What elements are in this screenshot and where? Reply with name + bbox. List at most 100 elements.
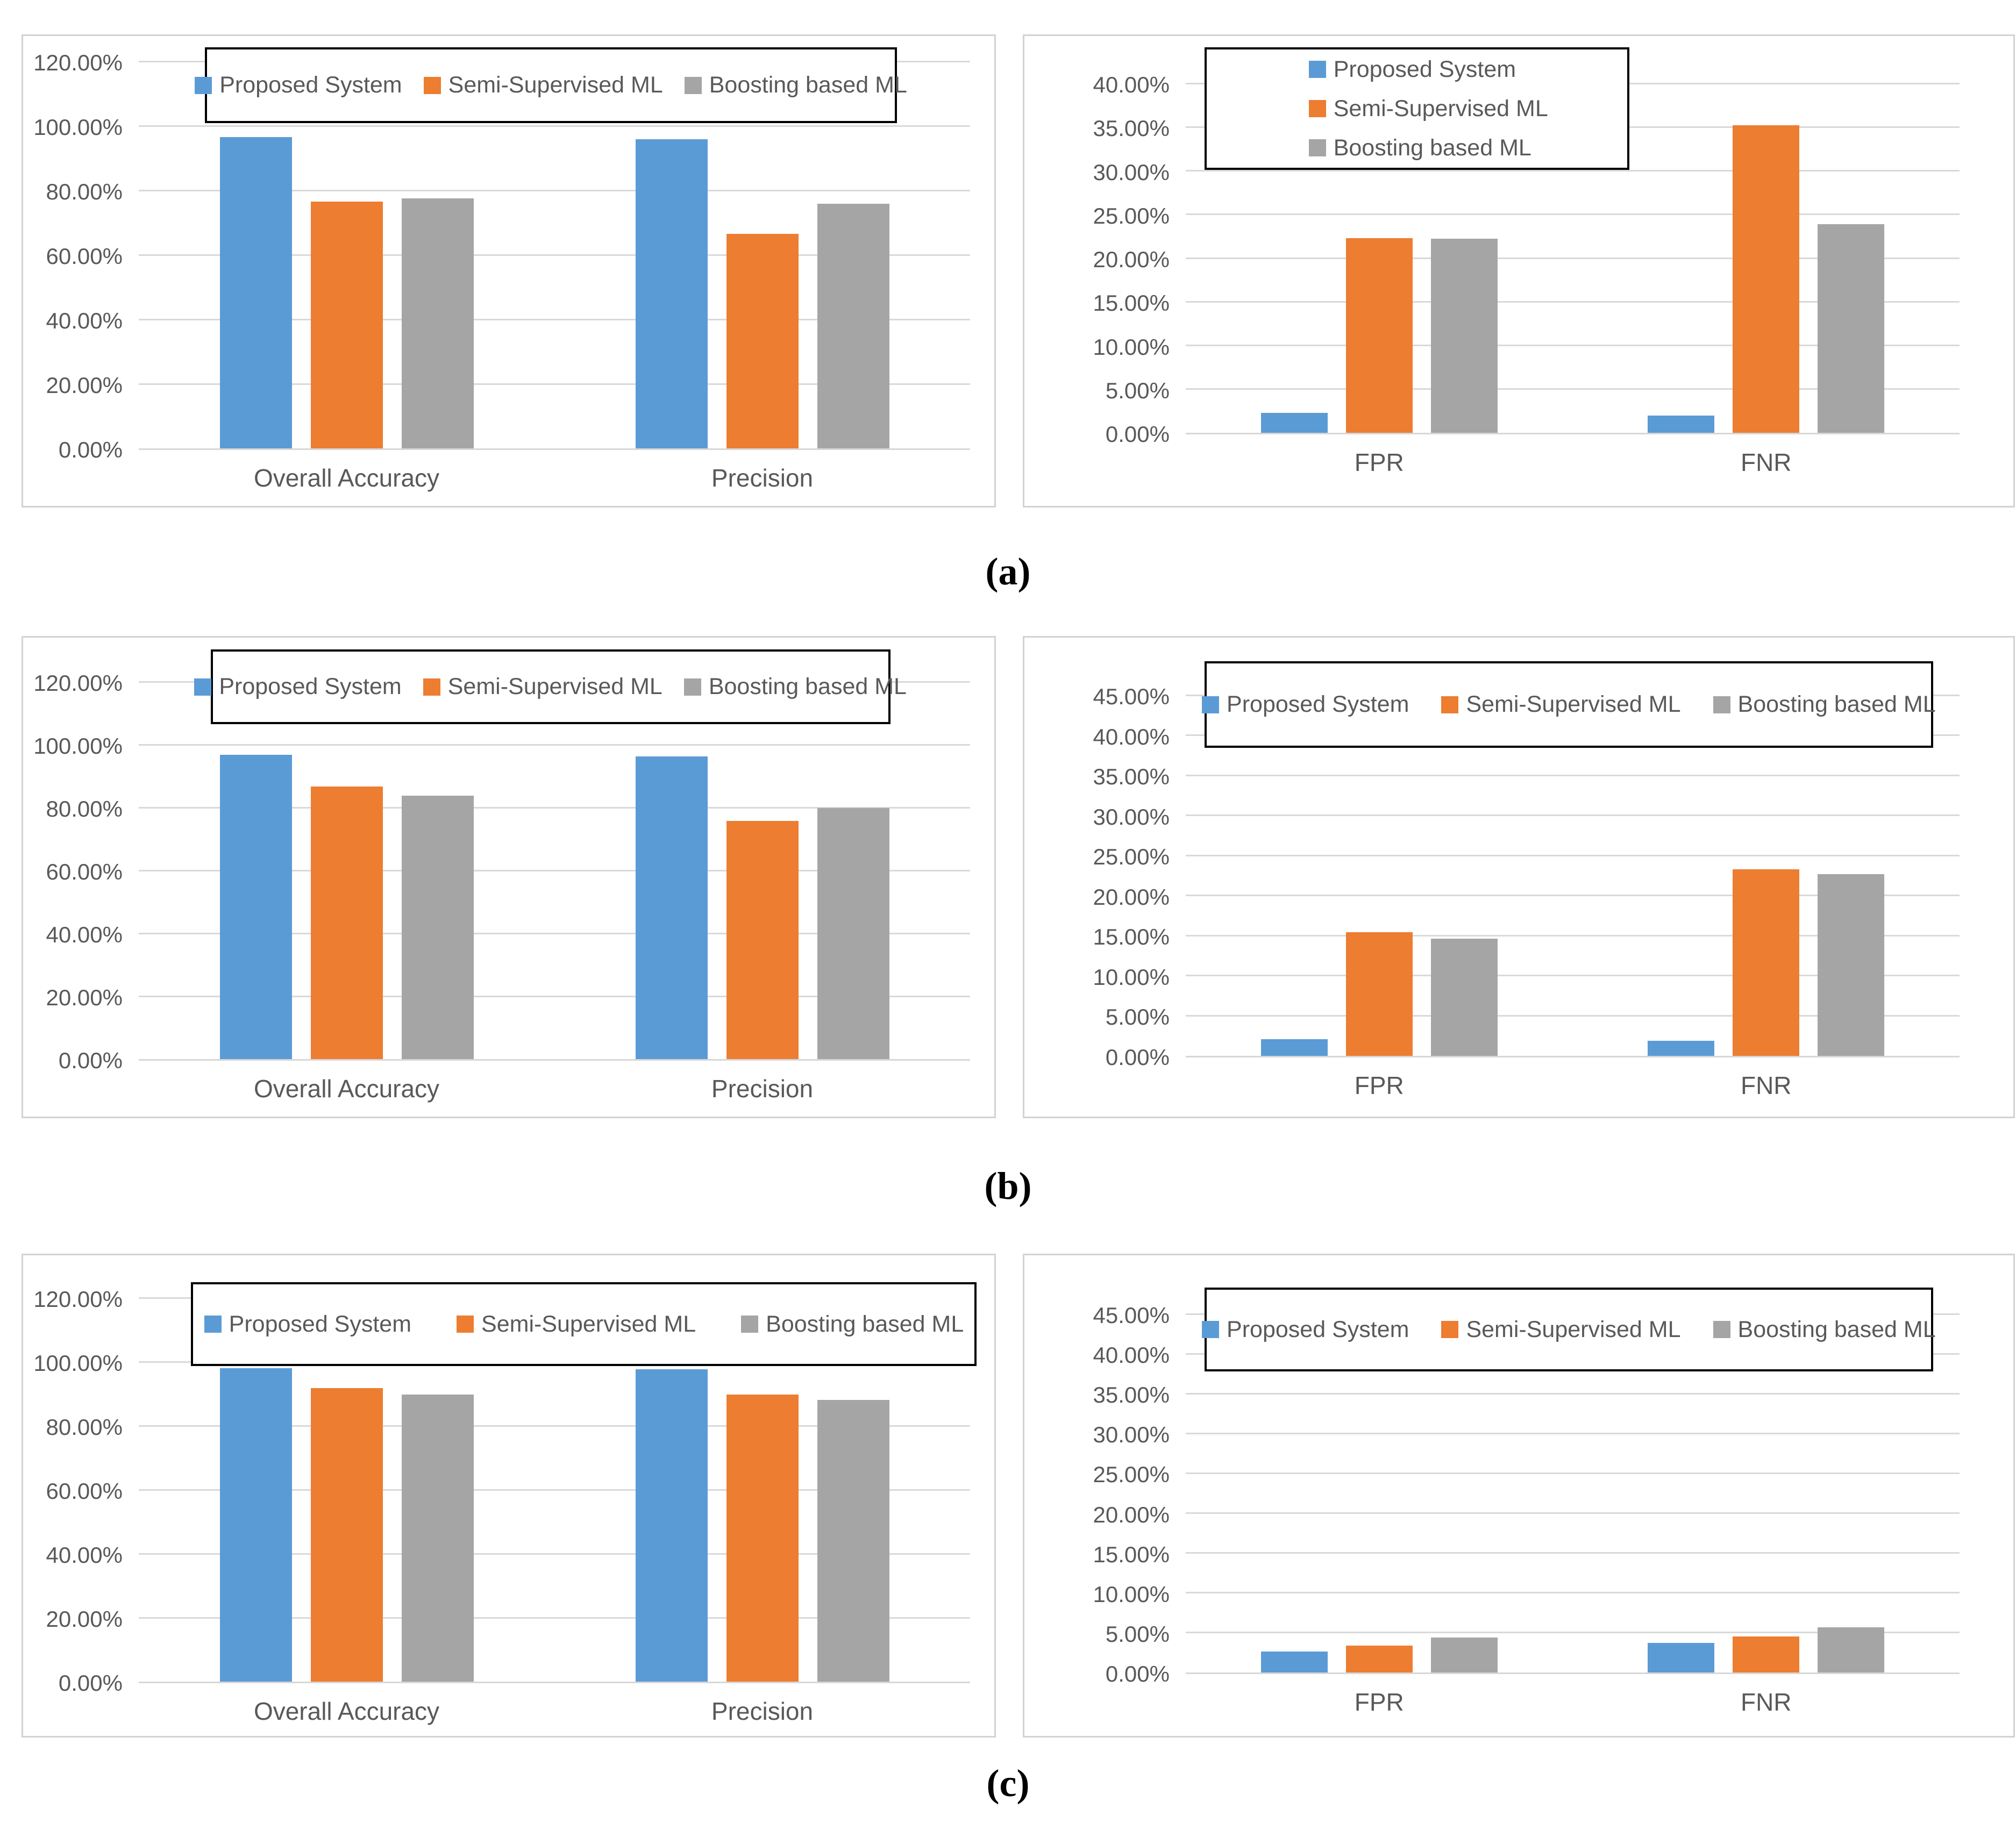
y-axis-tick-label: 60.00%	[46, 244, 123, 269]
bar-proposed-system-overall-accuracy	[219, 754, 292, 1059]
y-axis-tick-label: 80.00%	[46, 179, 123, 204]
gridline	[1186, 774, 1960, 776]
bar-boosting-based-ml-fnr	[1818, 874, 1885, 1056]
legend-label: Proposed System	[219, 72, 402, 98]
bar-proposed-system-precision	[635, 139, 708, 448]
bar-cluster	[1186, 238, 1573, 433]
bar-semi-supervised-ml-fpr	[1345, 1645, 1413, 1672]
gridline	[1186, 1552, 1960, 1554]
y-axis-tick-label: 10.00%	[1093, 334, 1170, 360]
bar-semi-supervised-ml-fnr	[1733, 1636, 1800, 1672]
y-axis-tick-label: 20.00%	[1093, 247, 1170, 272]
y-axis-tick-label: 0.00%	[58, 437, 123, 462]
legend-marker-icon	[684, 76, 702, 94]
category-label-fnr: FNR	[1740, 1688, 1792, 1716]
y-axis-tick-label: 40.00%	[46, 1542, 123, 1568]
legend: Proposed System Semi-Supervised ML Boostin…	[1202, 1288, 1936, 1371]
legend-label: Proposed System	[229, 1311, 412, 1337]
legend-item-proposed-system: Proposed System	[1202, 691, 1409, 718]
y-axis-tick-label: 35.00%	[1093, 764, 1170, 790]
y-axis-tick-label: 25.00%	[1093, 1462, 1170, 1488]
y-axis-tick-label: 10.00%	[1093, 964, 1170, 990]
gridline	[1186, 170, 1960, 171]
legend-item-semi-supervised-ml: Semi-Supervised ML	[423, 674, 662, 700]
plot-area	[139, 1255, 970, 1683]
legend-item-boosting-based-ml: Boosting based ML	[1713, 1317, 1936, 1343]
legend-label: Semi-Supervised ML	[448, 72, 663, 98]
y-axis-tick-label: 5.00%	[1105, 1004, 1170, 1030]
bar-proposed-system-precision	[635, 1369, 708, 1682]
gridline	[139, 383, 970, 385]
gridline	[139, 1617, 970, 1619]
y-axis-tick-label: 80.00%	[46, 1414, 123, 1440]
chart-fpr-fnr-c: 0.00% 5.00% 10.00% 15.00% 20.00% 25.00% 30.00%…	[1023, 1254, 2015, 1738]
legend-label: Boosting based ML	[1737, 1316, 1936, 1342]
y-axis-tick-label: 100.00%	[33, 733, 123, 759]
y-axis-tick-label: 35.00%	[1093, 1382, 1170, 1408]
gridline	[139, 1489, 970, 1491]
legend-marker-icon	[423, 678, 440, 696]
y-axis-tick-label: 20.00%	[46, 1606, 123, 1632]
gridline	[1186, 934, 1960, 937]
subfigure-label-a: (a)	[985, 550, 1031, 593]
subfigure-label-c: (c)	[986, 1762, 1030, 1805]
legend-marker-icon	[1713, 696, 1730, 713]
y-axis-tick-label: 40.00%	[1093, 1342, 1170, 1368]
gridline	[139, 189, 970, 191]
bar-boosting-based-ml-fpr	[1430, 239, 1498, 433]
bar-semi-supervised-ml-fnr	[1733, 869, 1800, 1056]
y-axis-tick-label: 35.00%	[1093, 116, 1170, 141]
bar-cluster	[554, 756, 970, 1059]
bar-semi-supervised-ml-precision	[726, 820, 799, 1059]
legend-item-proposed-system: Proposed System	[1308, 56, 1516, 83]
gridline	[1186, 975, 1960, 977]
bar-semi-supervised-ml-overall-accuracy	[310, 786, 383, 1059]
plot-area-wrapper: 0.00% 5.00% 10.00% 15.00% 20.00% 25.00% 30.00%…	[1024, 638, 2013, 1070]
legend-marker-icon	[423, 76, 441, 94]
plot-area-wrapper: 0.00% 20.00% 40.00% 60.00% 80.00% 100.00% 120.…	[23, 1255, 994, 1696]
bar-proposed-system-overall-accuracy	[219, 1368, 292, 1682]
y-axis-tick-label: 15.00%	[1093, 1541, 1170, 1567]
y-axis-tick-label: 60.00%	[46, 1478, 123, 1504]
legend-item-proposed-system: Proposed System	[204, 1311, 411, 1338]
gridline	[1186, 854, 1960, 856]
bar-cluster	[1573, 1627, 1960, 1672]
gridline	[139, 806, 970, 809]
bar-proposed-system-fnr	[1648, 415, 1715, 433]
bar-semi-supervised-ml-precision	[726, 1394, 799, 1682]
gridline	[1186, 1512, 1960, 1514]
category-label-fpr: FPR	[1354, 1688, 1404, 1716]
plot-area-wrapper: 0.00% 5.00% 10.00% 15.00% 20.00% 25.00% 30.00%…	[1024, 36, 2013, 447]
bar-proposed-system-overall-accuracy	[219, 137, 292, 448]
bar-cluster	[1186, 1637, 1573, 1672]
y-axis-tick-label: 10.00%	[1093, 1581, 1170, 1607]
gridline	[139, 869, 970, 871]
y-axis-tick-label: 100.00%	[33, 1350, 123, 1376]
y-axis-tick-label: 120.00%	[33, 50, 123, 75]
gridline	[1186, 345, 1960, 346]
gridline	[1186, 1392, 1960, 1395]
gridline	[1186, 1432, 1960, 1434]
category-label-fnr: FNR	[1740, 1071, 1792, 1099]
bar-cluster	[139, 137, 554, 448]
bar-semi-supervised-ml-fpr	[1345, 238, 1413, 433]
legend: Proposed System Semi-Supervised ML Boostin…	[195, 47, 907, 123]
chart-accuracy-precision-b: 0.00% 20.00% 40.00% 60.00% 80.00% 100.00% 120.…	[22, 636, 996, 1118]
category-label-overall-accuracy: Overall Accuracy	[253, 1697, 440, 1725]
category-label-overall-accuracy: Overall Accuracy	[253, 464, 440, 492]
figure-row-c: 0.00% 20.00% 40.00% 60.00% 80.00% 100.00% 120.…	[0, 1254, 2016, 1738]
gridline	[139, 318, 970, 320]
gridline	[1186, 388, 1960, 390]
y-axis-tick-label: 30.00%	[1093, 804, 1170, 830]
y-axis-tick-label: 120.00%	[33, 1286, 123, 1312]
chart-fpr-fnr-b: 0.00% 5.00% 10.00% 15.00% 20.00% 25.00% 30.00%…	[1023, 636, 2015, 1118]
legend-item-semi-supervised-ml: Semi-Supervised ML	[1441, 691, 1681, 718]
bar-proposed-system-precision	[635, 756, 708, 1059]
x-axis-category-labels: FPR FNR	[1186, 1687, 1960, 1717]
plot-area-wrapper: 0.00% 5.00% 10.00% 15.00% 20.00% 25.00% 30.00%…	[1024, 1255, 2013, 1686]
gridline	[1186, 213, 1960, 216]
y-axis-tick-label: 80.00%	[46, 796, 123, 821]
gridline	[1186, 1014, 1960, 1017]
legend-item-semi-supervised-ml: Semi-Supervised ML	[1308, 96, 1548, 122]
